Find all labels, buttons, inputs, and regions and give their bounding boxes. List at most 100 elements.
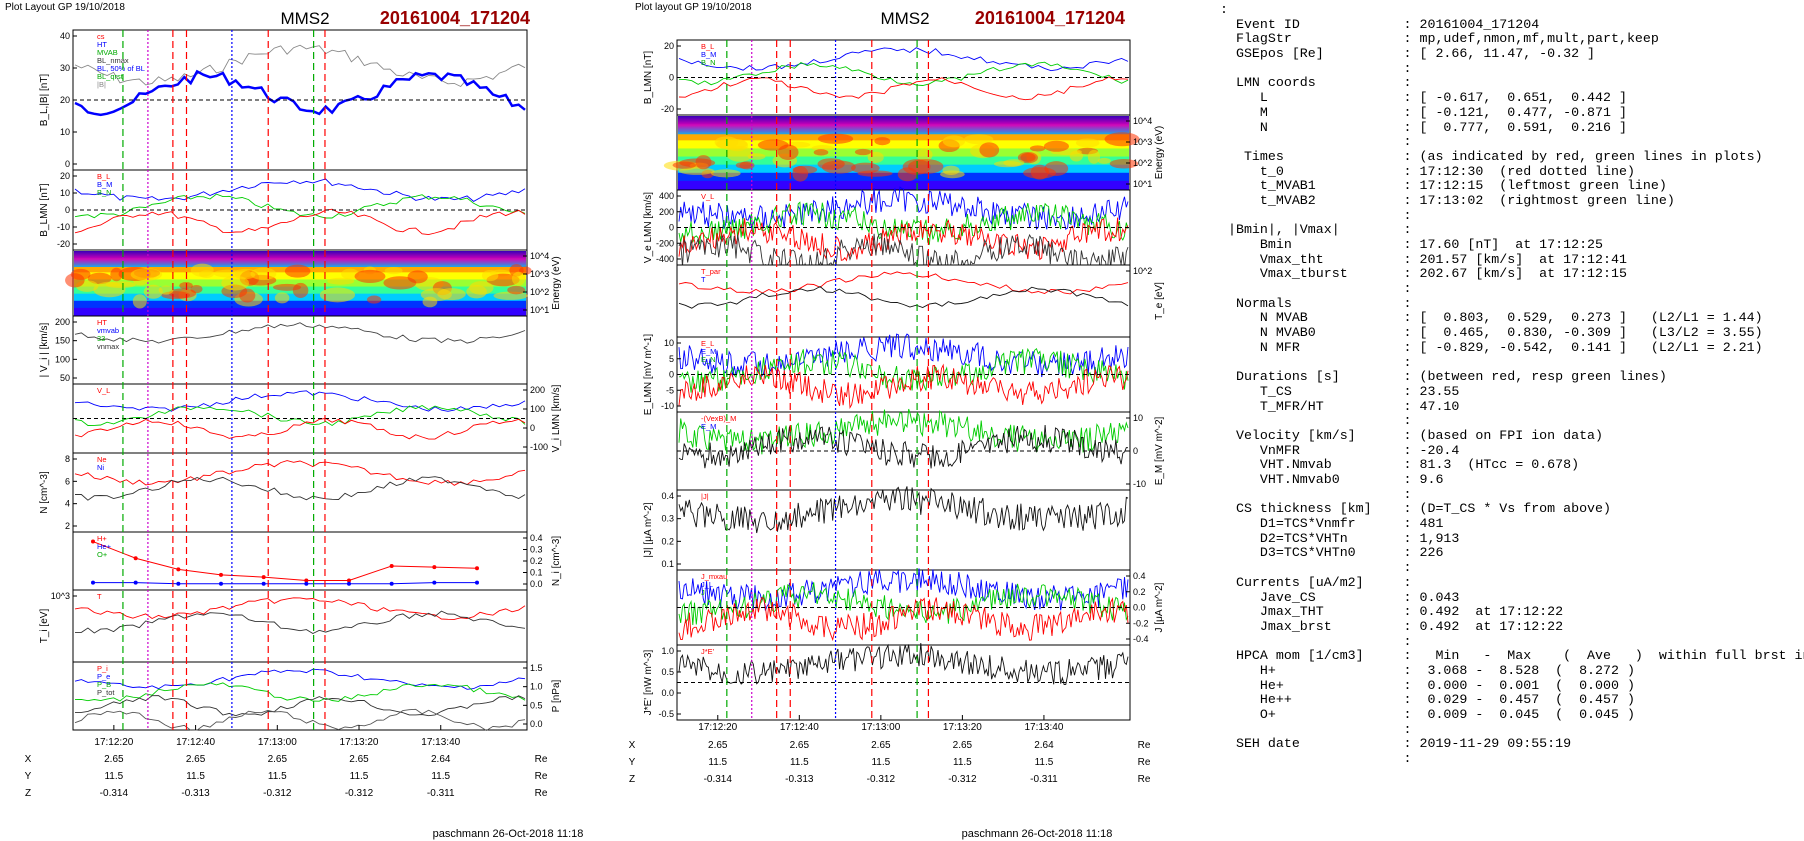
panel-e-spec [663,114,1140,191]
info-line: N MVAB0 : [ 0.465, 0.830, -0.309 ] (L3/L… [1220,325,1763,341]
info-line: VnMFR : -20.4 [1220,442,1460,458]
spectrogram-blob [354,269,386,283]
hplus-trace [92,541,478,581]
spectrogram-blob [110,267,123,282]
y-tick-label-right: 0.2 [530,556,543,566]
y-tick-label-right: 1.5 [530,663,543,673]
legend-entry: BL, 50% of BL [97,64,145,73]
legend-entry: B_N [701,58,716,67]
y-tick-label-right: 0.4 [1133,571,1146,581]
panel-B [72,29,528,171]
data-trace [74,417,526,440]
legend-entry: He+ [97,542,112,551]
y-tick-label: 0 [669,370,674,380]
info-line: N MFR : [ -0.829, -0.542, 0.141 ] (L2/L1… [1220,339,1763,355]
panel-EM [676,408,1131,491]
data-trace [75,476,526,501]
spectrogram-blob [284,264,311,278]
legend-entry: cs [97,32,105,41]
figure-header: Plot layout GP 19/10/2018 [635,2,752,13]
spectrogram-blob [678,167,715,175]
info-line: Event ID : 20161004_171204 [1220,16,1540,32]
ephemeris-label: X [25,754,32,765]
data-trace [678,186,1129,230]
y-tick-label-right: 200 [530,385,545,395]
info-line: Bmin : 17.60 [nT] at 17:12:25 [1220,237,1604,252]
legend-entry: H+ [97,534,107,543]
info-line: : [1220,207,1412,223]
info-line: D2=TCS*VHTn : 1,913 [1220,530,1460,546]
legend-entry: BL_qrst [97,72,124,81]
figure-header: Plot Layout GP 19/10/2018 [5,2,125,13]
y-tick-label: 200 [659,207,674,217]
ephemeris-value: 2.64 [431,754,451,765]
info-line: : [1220,354,1412,370]
info-line: N MVAB : [ 0.803, 0.529, 0.273 ] (L2/L1 … [1220,310,1763,326]
y-axis-label-right: Energy (eV) [551,256,562,309]
info-line: Normals : [1220,295,1412,311]
ephemeris-unit: Re [535,754,548,765]
legend-entry: V_L [97,386,110,395]
spectrogram-blob [1029,145,1046,152]
y-axis-label-right: T_e [eV] [1154,282,1165,320]
y-tick-label-right: 10^1 [1133,179,1152,189]
data-trace [678,76,1129,101]
ephemeris-value: -0.314 [704,774,733,785]
spectrogram-blob [274,292,290,304]
data-trace [678,333,1129,378]
spectrogram-blob [792,165,818,174]
y-tick-label: 0 [669,73,674,83]
y-tick-label: -400 [656,254,674,264]
data-trace [74,193,526,219]
x-tick-label: 17:13:20 [943,722,982,733]
y-tick-label: 200 [55,317,70,327]
x-tick-label: 17:12:40 [176,737,215,748]
info-line: D1=TCS*Vnmfr : 481 [1220,516,1444,532]
y-axis-label-right: J [μA m^-2] [1154,582,1165,632]
info-line: : [1220,281,1412,297]
info-line: : [1220,413,1412,429]
y-tick-label: 20 [60,171,70,181]
spectrogram-blob [1023,167,1057,179]
info-line: GSEpos [Re] : [ 2.66, 11.47, -0.32 ] [1220,46,1596,62]
y-tick-label: 0.2 [661,536,674,546]
info-line: He++ : 0.029 - 0.457 ( 0.457 ) [1220,692,1635,708]
spectrogram-blob [942,135,966,148]
data-trace [678,271,1129,295]
legend-entry: vnmax [97,342,119,351]
info-line: SEH date : 2019-11-29 09:55:19 [1220,736,1572,752]
legend-entry: |J| [701,492,709,501]
y-tick-label: 5 [669,354,674,364]
ephemeris-value: 2.65 [186,754,206,765]
spectrogram-blob [874,137,891,146]
spectrogram-top-band [678,116,1129,135]
data-trace [678,424,1129,469]
info-line: t_0 : 17:12:30 (red dotted line) [1220,163,1635,179]
legend-entry: J [701,588,705,597]
ephemeris-value: -0.313 [785,774,814,785]
y-tick-label-right: 100 [530,404,545,414]
ephemeris-value: 11.5 [708,757,727,768]
y-tick-label-right: -100 [530,442,548,452]
info-line: t_MVAB2 : 17:13:02 (rightmost green line… [1220,192,1675,208]
legend-entry: B_L [701,42,714,51]
panel-JE [676,642,1131,721]
legend-entry: E_M [701,422,716,431]
spectrogram-blob [1109,158,1139,169]
y-tick-label: 100 [55,354,70,364]
event-title: 20161004_171204 [975,8,1125,28]
info-line: T_CS : 23.55 [1220,383,1460,399]
y-axis-label-right: N_i [cm^-3] [551,536,562,586]
panel-Ve [676,186,1131,275]
info-line: : [1220,633,1412,649]
legend-entry: |B| [97,80,106,89]
y-tick-label: 40 [60,31,70,41]
ephemeris-value: 11.5 [104,771,123,782]
info-line: Currents [uA/m2] : [1220,574,1412,590]
spectrogram-blob [327,277,355,285]
ephemeris-label: Y [25,771,32,782]
panel-P [72,661,528,732]
panel-ion-spec [65,249,532,317]
spectrogram-blob [469,281,494,295]
